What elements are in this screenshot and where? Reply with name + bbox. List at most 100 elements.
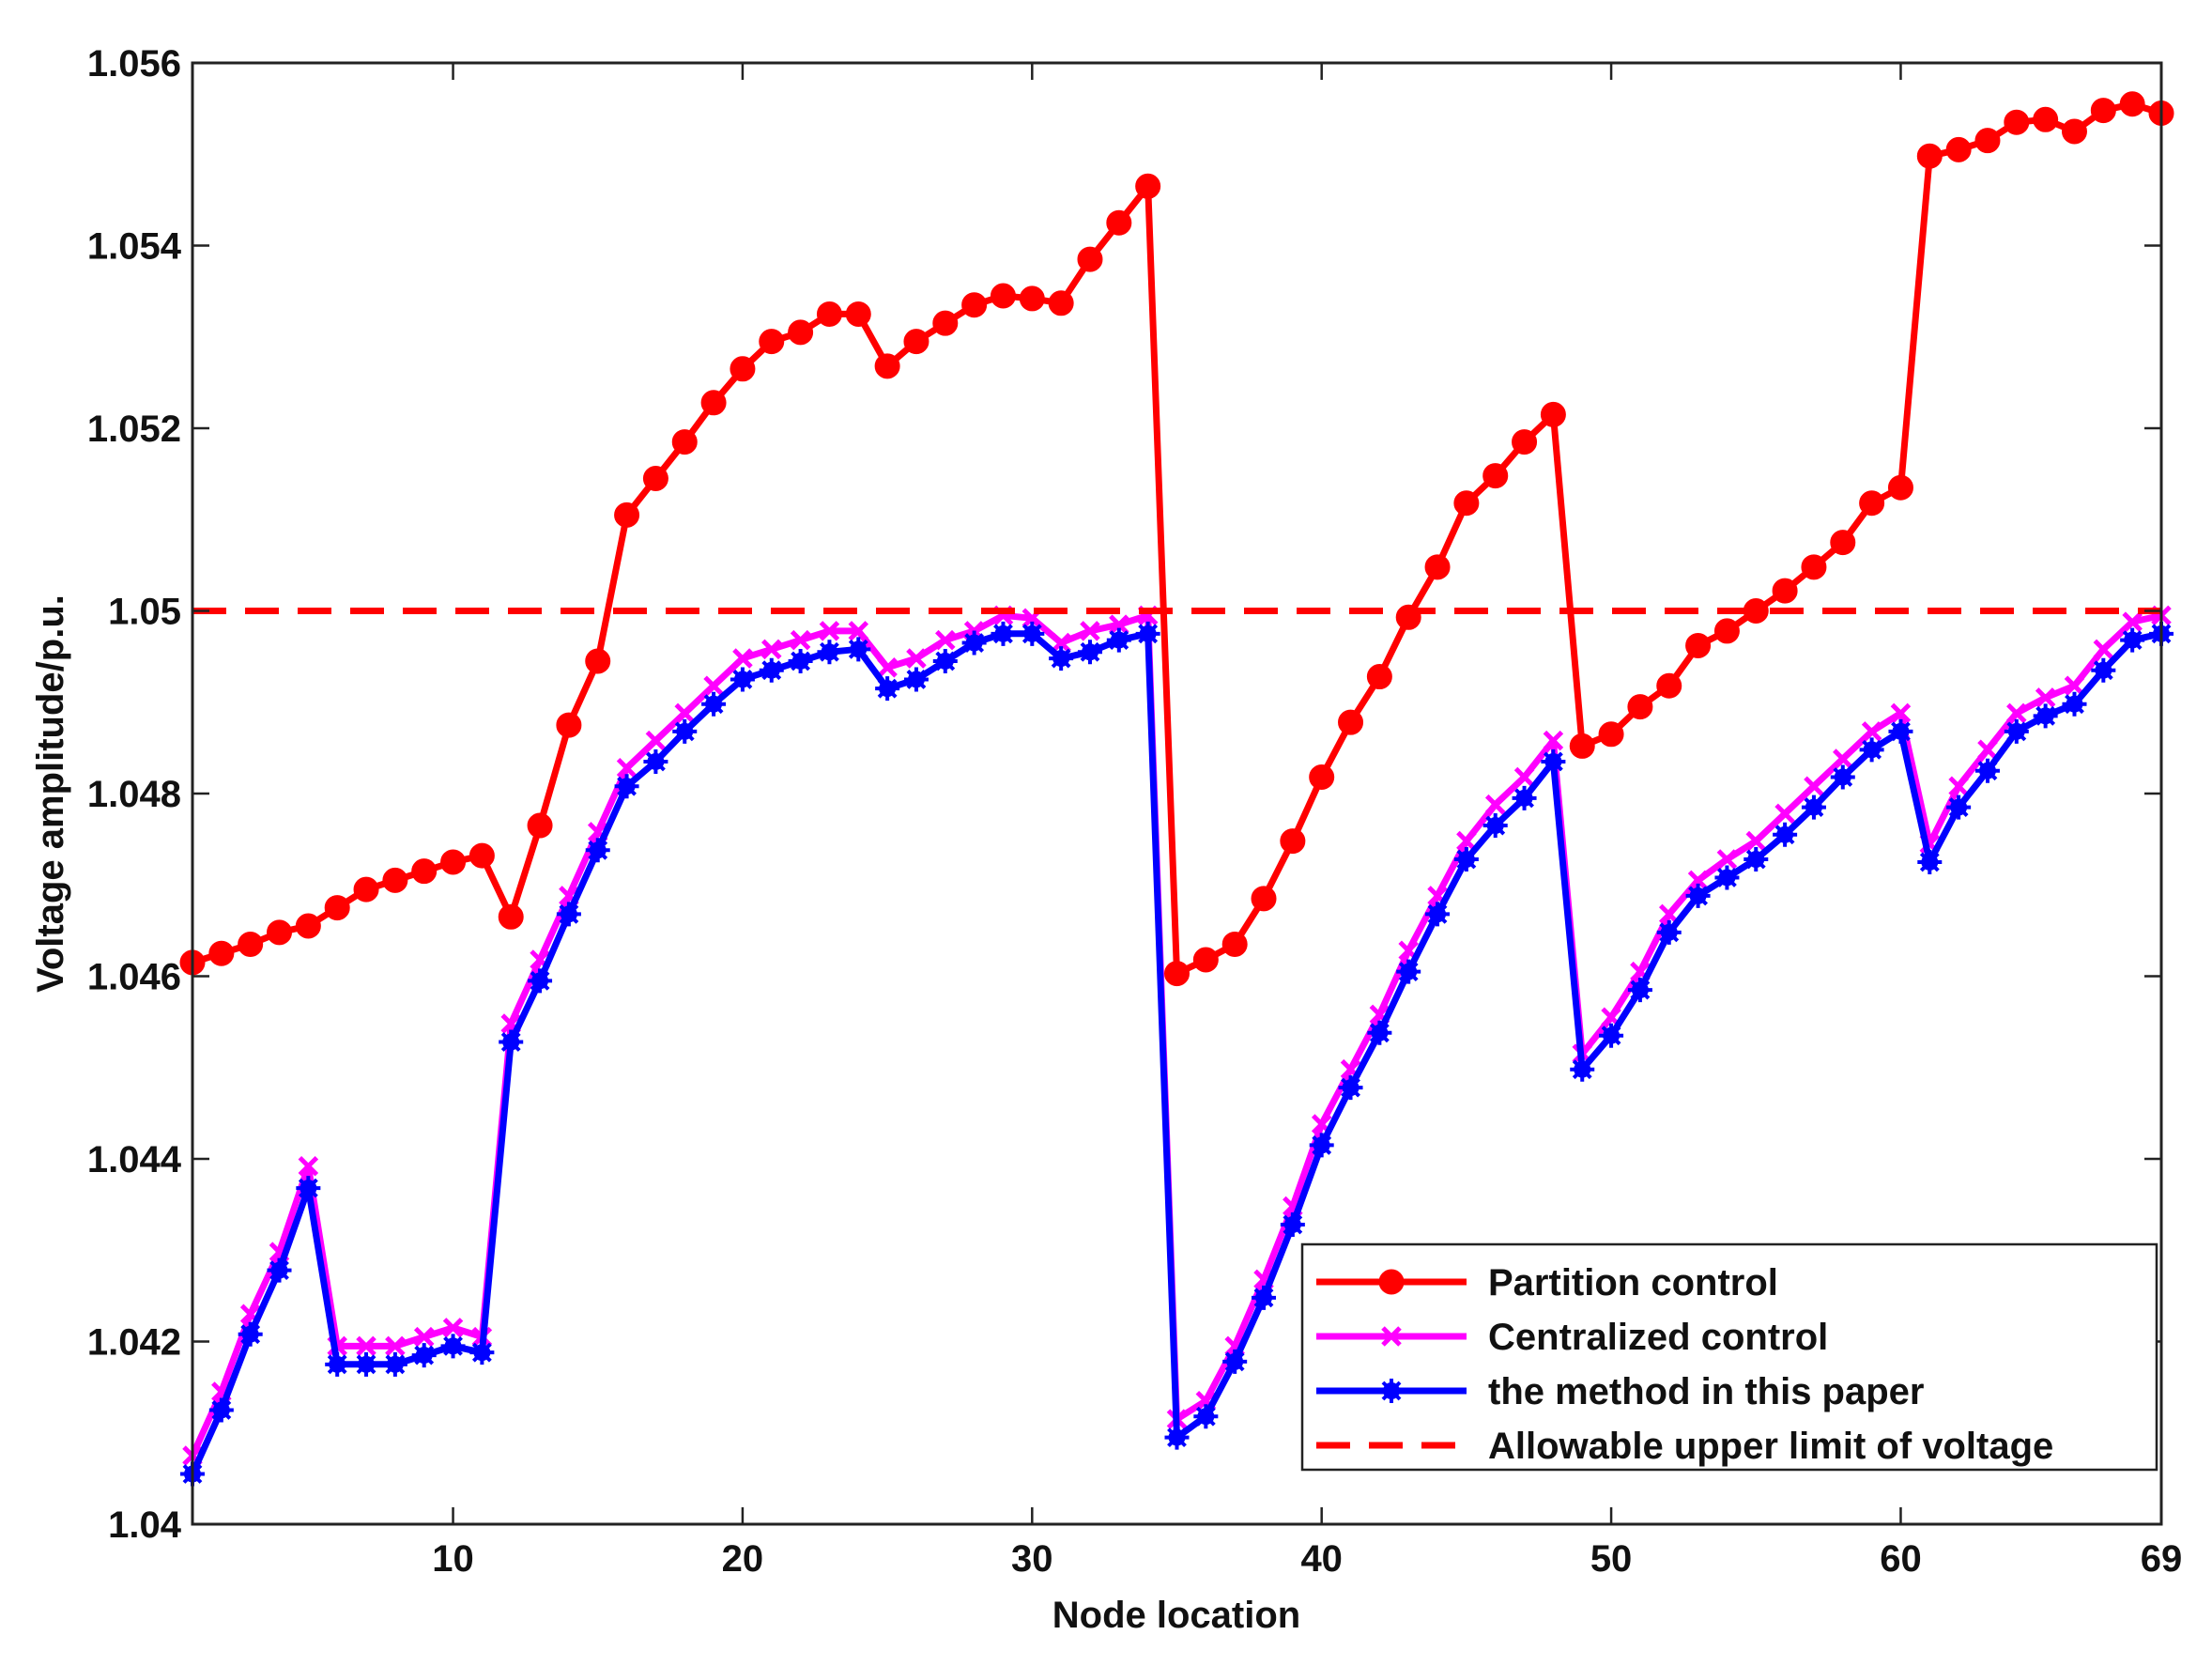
data-point [614,774,639,799]
data-point [585,648,611,674]
data-point [732,648,753,669]
data-point [730,356,756,382]
data-point [324,895,350,921]
data-point [1946,794,1972,820]
data-point [1745,830,1767,852]
data-point [816,301,842,327]
data-point [527,812,553,839]
data-point [2033,106,2059,132]
data-point [1512,785,1537,810]
data-point [2061,118,2087,145]
data-point [1366,664,1392,690]
y-tick-label: 1.04 [108,1504,182,1546]
data-point [1974,128,2001,154]
data-point [385,1335,406,1357]
data-point [961,630,987,656]
x-tick-label: 30 [1011,1538,1053,1580]
data-point [819,621,840,641]
data-point [2006,702,2027,724]
data-point [877,657,898,678]
x-tick-label: 60 [1880,1538,1922,1580]
y-tick-label: 1.052 [87,409,181,450]
x-tick-label: 10 [432,1538,474,1580]
data-point [1713,618,1740,644]
data-point [1482,813,1508,839]
legend-marker [1378,1269,1405,1295]
data-point [703,675,724,697]
data-point [932,310,959,336]
y-tick-label: 1.042 [87,1322,181,1364]
data-point [354,1351,379,1377]
data-point [671,429,698,455]
data-point [1656,919,1682,945]
data-point [1019,285,1045,312]
data-point [2119,91,2145,117]
data-point [1484,794,1506,815]
x-tick-label: 50 [1590,1538,1633,1580]
data-point [1977,739,1998,761]
data-point [1541,748,1566,774]
data-point [1773,822,1798,847]
data-point [208,940,235,966]
data-point [1743,847,1769,872]
data-point [1685,883,1711,908]
data-point [382,867,408,893]
data-point [1627,978,1652,1003]
data-point [296,1176,321,1201]
data-point [585,838,610,863]
data-point [1598,721,1624,748]
y-tick-label: 1.044 [87,1139,182,1180]
data-point [616,758,637,779]
data-point [1252,1285,1277,1310]
data-point [1309,1133,1334,1158]
data-point [845,301,871,327]
data-point [788,319,814,346]
data-point [353,876,379,902]
x-tick-label: 40 [1300,1538,1343,1580]
legend-marker [1381,1326,1402,1347]
data-point [1135,621,1160,646]
data-point [1714,865,1740,890]
data-point [875,676,900,702]
data-point [1077,246,1103,272]
data-point [1193,1404,1219,1429]
data-point [1570,1057,1595,1082]
data-point [1453,490,1480,517]
data-point [906,648,927,669]
data-point [642,465,668,491]
data-point [411,1343,437,1368]
data-point [2033,703,2058,729]
data-point [614,501,640,528]
data-point [1280,828,1306,855]
data-point [788,648,813,673]
data-point [645,730,667,751]
data-point [1890,702,1912,724]
data-point [413,1326,435,1348]
data-point [1887,474,1913,501]
axes-layer: 1.04 1.042 1.044 1.046 1.048 1.05 1.052 1.054 1.… [87,43,2182,1580]
data-point [298,1156,319,1177]
data-point [469,842,495,869]
data-point [469,1340,495,1365]
series-line-1 [191,100,2163,978]
data-point [1772,578,1798,604]
data-point [760,639,782,660]
data-point [1658,903,1680,925]
data-point [1945,136,1972,162]
data-point [1599,1023,1624,1048]
data-point [1948,776,1969,796]
data-point [2091,657,2116,683]
data-point [1888,718,1913,744]
data-point [238,1321,263,1347]
data-point [1106,627,1131,653]
series-layer [179,91,2174,1487]
data-point [672,718,698,744]
data-point [295,913,321,939]
data-point [325,1351,350,1377]
data-point [208,1397,234,1423]
data-point [1801,554,1827,580]
data-point [1861,721,1882,742]
data-point [817,640,842,665]
data-point [874,353,900,379]
data-point [2120,627,2145,653]
